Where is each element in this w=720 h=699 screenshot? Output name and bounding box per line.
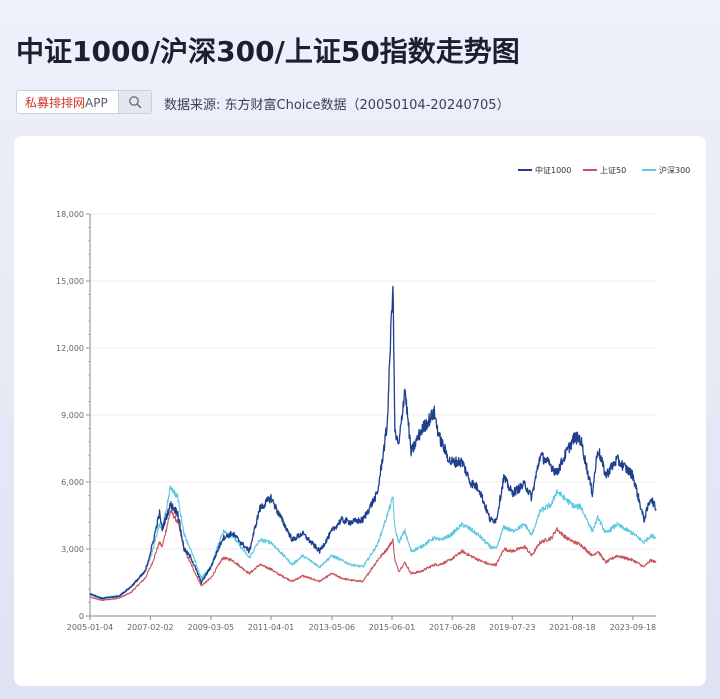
- axis-layer: 0 3,000 6,000 9,000 12,000 15,000 18,000 2005-0…: [56, 210, 656, 632]
- chart-legend: 中证1000 上证50 沪深300: [518, 165, 690, 175]
- x-tick-label: 2015-06-01: [369, 623, 416, 632]
- grid-layer: [90, 213, 656, 550]
- search-suffix: APP: [85, 95, 108, 110]
- x-tick-label: 2017-06-28: [429, 623, 476, 632]
- y-tick-label: 12,000: [56, 344, 84, 353]
- page-title: 中证1000/沪深300/上证50指数走势图: [16, 35, 520, 68]
- x-tick-label: 2011-04-01: [248, 623, 295, 632]
- y-tick-label: 18,000: [56, 210, 84, 219]
- y-tick-label: 9,000: [61, 411, 84, 420]
- search-icon: [129, 96, 142, 109]
- search-brand: 私募排排网: [25, 95, 86, 110]
- series-line-1: [89, 509, 657, 602]
- series-layer: [89, 285, 657, 602]
- x-tick-label: 2005-01-04: [67, 623, 114, 632]
- search-button[interactable]: [118, 91, 151, 113]
- y-tick-label: 6,000: [61, 478, 84, 487]
- x-tick-label: 2023-09-18: [610, 623, 657, 632]
- data-source-note: 数据来源: 东方财富Choice数据（20050104-20240705）: [164, 98, 510, 113]
- search-text: 私募排排网APP: [17, 94, 118, 111]
- x-tick-label: 2019-07-23: [489, 623, 536, 632]
- chart-card: 0 3,000 6,000 9,000 12,000 15,000 18,000 2005-0…: [14, 136, 706, 686]
- y-tick-label: 0: [79, 612, 84, 621]
- y-tick-label: 3,000: [61, 545, 84, 554]
- x-tick-label: 2013-05-06: [309, 623, 356, 632]
- x-tick-label: 2009-03-05: [188, 623, 235, 632]
- legend-label-0: 中证1000: [535, 165, 571, 175]
- legend-label-1: 上证50: [600, 166, 626, 175]
- x-tick-label: 2021-08-18: [549, 623, 596, 632]
- legend-label-2: 沪深300: [659, 165, 690, 175]
- y-tick-label: 15,000: [56, 277, 84, 286]
- search-box[interactable]: 私募排排网APP: [16, 90, 152, 114]
- series-line-0: [89, 285, 657, 600]
- series-line-2: [89, 485, 657, 599]
- index-line-chart: 0 3,000 6,000 9,000 12,000 15,000 18,000 2005-0…: [56, 165, 690, 632]
- x-tick-label: 2007-02-02: [127, 623, 174, 632]
